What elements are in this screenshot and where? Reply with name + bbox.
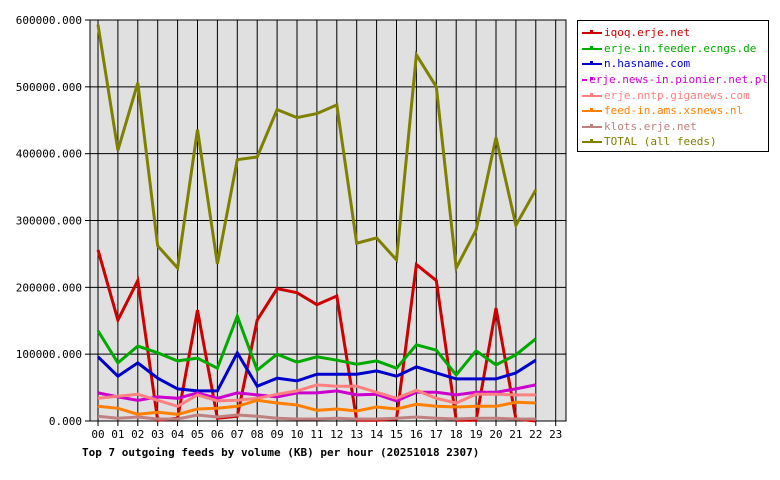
legend: iqoq.erje.net erje-in.feeder.ecngs.de n.ha… — [577, 20, 769, 152]
y-tick-label: 0.000 — [49, 415, 82, 428]
x-tick-label: 16 — [410, 428, 423, 441]
x-tick-label: 08 — [251, 428, 264, 441]
legend-item: erje-in.feeder.ecngs.de — [582, 41, 768, 57]
y-tick-label: 500000.000 — [16, 81, 82, 94]
legend-item: feed-in.ams.xsnews.nl — [582, 103, 768, 119]
x-tick-label: 11 — [310, 428, 323, 441]
series-line — [97, 383, 536, 408]
x-tick-label: 19 — [469, 428, 482, 441]
legend-label: erje-in.feeder.ecngs.de — [604, 41, 757, 55]
legend-item: erje.news-in.pionier.net.pl — [582, 72, 768, 88]
legend-label: feed-in.ams.xsnews.nl — [604, 104, 744, 118]
x-tick-label: 06 — [211, 428, 224, 441]
legend-swatch-icon — [582, 91, 602, 100]
legend-item: klots.erje.net — [582, 119, 768, 135]
y-tick-label: 600000.000 — [16, 14, 82, 27]
series-line — [96, 349, 537, 393]
legend-label: TOTAL (all feeds) — [604, 135, 717, 149]
legend-swatch-icon — [582, 59, 602, 68]
y-tick-label: 300000.000 — [16, 215, 82, 228]
x-tick-label: 17 — [430, 428, 443, 441]
chart-title: Top 7 outgoing feeds by volume (KB) per … — [82, 446, 479, 459]
y-tick-label: 200000.000 — [16, 281, 82, 294]
legend-swatch-icon — [582, 137, 602, 146]
legend-swatch-icon — [582, 44, 602, 53]
legend-label: n.hasname.com — [604, 57, 691, 71]
legend-label: iqoq.erje.net — [604, 26, 691, 40]
x-tick-label: 10 — [290, 428, 303, 441]
x-tick-label: 20 — [489, 428, 502, 441]
legend-item: TOTAL (all feeds) — [582, 134, 768, 150]
y-tick-label: 100000.000 — [16, 348, 82, 361]
legend-item: iqoq.erje.net — [582, 25, 768, 41]
y-axis: 0.000 100000.000 200000.000 300000.000 40000… — [16, 14, 90, 428]
x-tick-label: 14 — [370, 428, 384, 441]
legend-item: n.hasname.com — [582, 56, 768, 72]
series-line — [96, 311, 537, 378]
series-line — [96, 24, 538, 274]
legend-swatch-icon — [582, 28, 602, 37]
x-tick-label: 04 — [171, 428, 185, 441]
x-tick-label: 15 — [390, 428, 403, 441]
series-line — [97, 383, 537, 403]
x-tick-label: 02 — [131, 428, 144, 441]
x-tick-label: 01 — [111, 428, 124, 441]
legend-swatch-icon — [582, 75, 593, 84]
x-tick-label: 00 — [91, 428, 104, 441]
x-tick-label: 12 — [330, 428, 343, 441]
legend-swatch-icon — [582, 122, 602, 131]
x-axis: 00 01 02 03 04 05 06 07 08 09 10 11 12 13 14 15 16 17 18 19… — [91, 421, 562, 441]
x-tick-label: 22 — [529, 428, 542, 441]
legend-swatch-icon — [582, 106, 602, 115]
x-tick-label: 09 — [270, 428, 283, 441]
x-tick-label: 18 — [450, 428, 463, 441]
legend-item: erje.nntp.giganews.com — [582, 87, 768, 103]
x-tick-label: 05 — [191, 428, 204, 441]
series-line — [97, 398, 536, 416]
x-tick-label: 21 — [509, 428, 522, 441]
x-tick-label: 07 — [231, 428, 244, 441]
x-tick-label: 03 — [151, 428, 164, 441]
y-tick-label: 400000.000 — [16, 148, 82, 161]
legend-label: erje.news-in.pionier.net.pl — [589, 73, 768, 87]
x-tick-label: 13 — [350, 428, 363, 441]
legend-label: klots.erje.net — [604, 119, 697, 133]
legend-label: erje.nntp.giganews.com — [604, 88, 750, 102]
data-series — [96, 24, 538, 423]
series-line — [97, 413, 536, 421]
x-tick-label: 23 — [549, 428, 562, 441]
